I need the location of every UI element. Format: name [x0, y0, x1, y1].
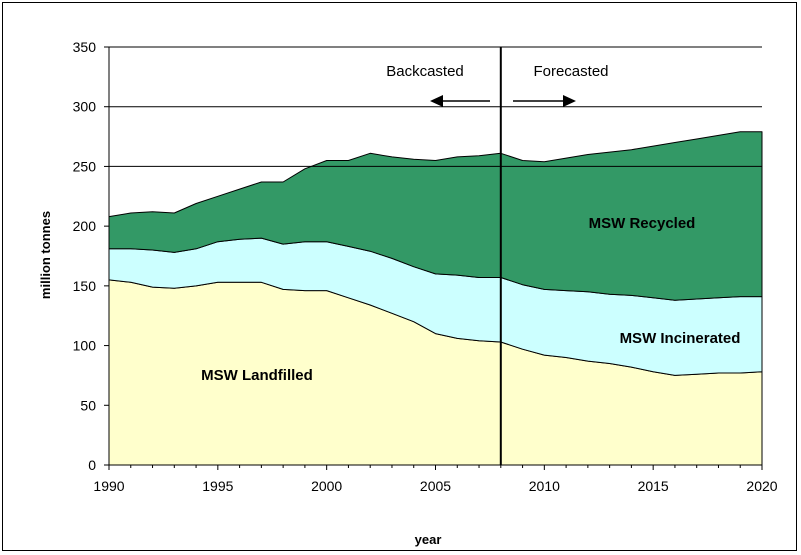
gridline-layer	[109, 46, 762, 167]
x-tick-label: 2010	[529, 478, 560, 494]
y-axis-title: million tonnes	[38, 211, 53, 299]
area-layer	[108, 131, 763, 466]
backcasted-arrow	[430, 95, 490, 107]
x-tick-label: 2005	[420, 478, 451, 494]
x-axis-title: year	[415, 532, 442, 547]
label-msw-recycled: MSW Recycled	[589, 215, 696, 232]
y-tick-label: 150	[73, 278, 97, 294]
label-msw-incinerated: MSW Incinerated	[620, 330, 741, 347]
y-tick-label: 0	[88, 457, 96, 473]
y-tick-label: 350	[73, 39, 97, 55]
x-tick-label: 1990	[93, 478, 124, 494]
area-msw-recycled	[108, 131, 763, 301]
y-tick-label: 50	[80, 397, 96, 413]
y-tick-label: 300	[73, 99, 97, 115]
forecasted-arrow	[513, 95, 576, 107]
x-tick-label: 2020	[746, 478, 777, 494]
forecasted-label: Forecasted	[533, 63, 608, 80]
y-tick-label: 200	[73, 218, 97, 234]
backcasted-label: Backcasted	[386, 63, 464, 80]
x-tick-label: 2000	[311, 478, 342, 494]
x-tick-label: 1995	[202, 478, 233, 494]
tick-label-layer: 0 50 100 150 200 250 300 350 1990 1995 2000 2005 201…	[73, 39, 778, 494]
label-msw-landfilled: MSW Landfilled	[201, 367, 313, 384]
x-tick-label: 2015	[638, 478, 669, 494]
axes-layer	[104, 46, 763, 470]
y-tick-label: 100	[73, 338, 97, 354]
y-tick-label: 250	[73, 158, 97, 174]
